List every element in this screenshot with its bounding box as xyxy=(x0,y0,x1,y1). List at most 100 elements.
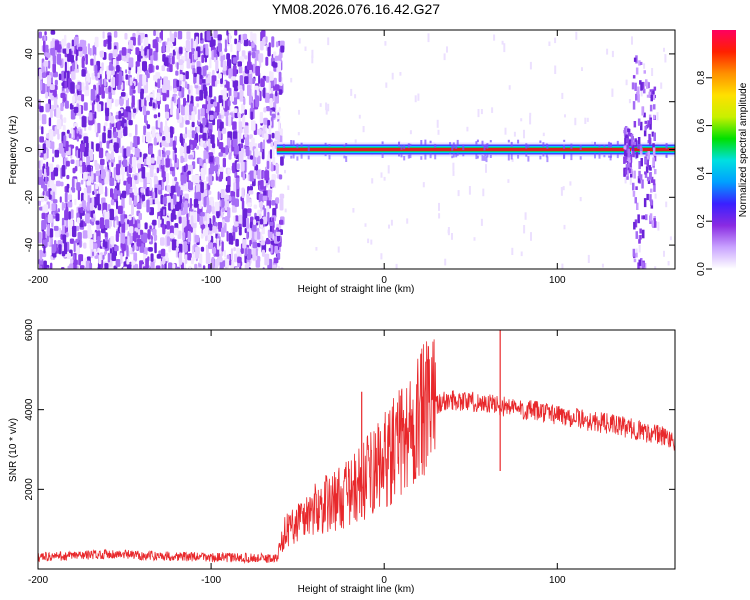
noise-speck xyxy=(64,210,69,221)
noise-speck xyxy=(268,247,271,252)
noise-speck xyxy=(150,261,155,269)
faint-speck xyxy=(654,266,657,269)
noise-speck xyxy=(113,31,118,38)
faint-speck xyxy=(480,218,483,226)
tone-speck xyxy=(527,145,530,148)
noise-speck xyxy=(263,133,269,140)
noise-speck xyxy=(116,65,120,73)
noise-speck xyxy=(173,88,178,93)
noise-speck xyxy=(145,258,149,269)
noise-speck xyxy=(70,209,74,219)
noise-speck xyxy=(272,145,275,157)
faint-speck xyxy=(446,46,448,53)
tone-speck xyxy=(527,156,530,162)
noise-speck xyxy=(61,217,65,227)
noise-speck xyxy=(119,98,124,107)
feature-speck xyxy=(649,167,652,171)
noise-speck xyxy=(52,89,57,98)
feature-speck xyxy=(647,151,650,160)
noise-speck xyxy=(165,158,170,168)
noise-speck xyxy=(149,185,152,191)
noise-speck xyxy=(178,252,183,264)
x-tick-label: -200 xyxy=(28,575,48,586)
noise-speck xyxy=(272,62,278,68)
feature-speck xyxy=(652,90,655,95)
noise-speck xyxy=(247,61,252,70)
tone-speck xyxy=(292,154,295,159)
noise-speck xyxy=(199,158,203,166)
noise-speck xyxy=(66,252,71,260)
noise-speck xyxy=(47,214,53,224)
faint-speck xyxy=(350,88,353,96)
noise-speck xyxy=(115,230,119,242)
colorbar-tick-label: 0.0 xyxy=(696,262,707,276)
noise-speck xyxy=(158,38,162,43)
y-tick-label: 6000 xyxy=(24,318,35,341)
faint-speck xyxy=(606,48,609,55)
noise-speck xyxy=(241,103,245,114)
noise-speck xyxy=(194,50,198,60)
feature-speck xyxy=(641,106,644,116)
chart-title: YM08.2026.076.16.42.G27 xyxy=(272,1,440,17)
noise-speck xyxy=(171,208,176,216)
noise-speck xyxy=(165,80,171,91)
noise-speck xyxy=(190,144,193,150)
noise-speck xyxy=(150,157,155,164)
noise-speck xyxy=(122,268,127,269)
noise-speck xyxy=(125,74,129,80)
faint-speck xyxy=(651,68,654,76)
noise-speck xyxy=(39,265,42,269)
noise-speck xyxy=(202,132,207,141)
noise-speck xyxy=(221,198,225,208)
noise-speck xyxy=(191,111,195,122)
noise-speck xyxy=(228,114,232,127)
faint-speck xyxy=(554,37,557,44)
noise-speck xyxy=(211,256,215,269)
noise-speck xyxy=(259,62,262,68)
faint-speck xyxy=(447,227,450,236)
noise-speck xyxy=(209,223,213,231)
noise-speck xyxy=(85,81,89,91)
noise-speck xyxy=(279,193,285,199)
noise-speck xyxy=(165,120,168,127)
noise-speck xyxy=(86,73,91,83)
tone-speck xyxy=(542,142,545,148)
noise-speck xyxy=(104,122,108,127)
noise-speck xyxy=(250,111,253,120)
noise-speck xyxy=(74,166,78,172)
noise-speck xyxy=(109,220,112,227)
noise-speck xyxy=(62,224,65,236)
noise-speck xyxy=(270,161,274,172)
noise-speck xyxy=(158,215,161,228)
faint-speck xyxy=(385,82,388,88)
faint-speck xyxy=(466,126,469,132)
noise-speck xyxy=(193,198,199,208)
noise-speck xyxy=(128,40,133,49)
snr-marks xyxy=(38,330,675,564)
feature-speck xyxy=(623,156,626,164)
faint-speck xyxy=(554,65,557,74)
noise-speck xyxy=(61,38,65,49)
noise-speck xyxy=(212,69,215,76)
noise-speck xyxy=(242,83,245,92)
noise-speck xyxy=(254,268,257,269)
noise-speck xyxy=(169,64,173,73)
tone-speck xyxy=(579,156,582,160)
noise-speck xyxy=(200,108,205,117)
noise-speck xyxy=(142,134,145,143)
noise-speck xyxy=(217,34,222,41)
noise-speck xyxy=(272,156,276,165)
tone-speck xyxy=(507,154,510,161)
tone-speck xyxy=(486,143,489,149)
noise-speck xyxy=(60,92,66,99)
noise-speck xyxy=(146,156,152,166)
faint-speck xyxy=(520,118,523,122)
snr-ylabel: SNR (10 * v/v) xyxy=(8,418,19,482)
tone-speck xyxy=(510,141,513,147)
noise-speck xyxy=(269,71,274,81)
noise-speck xyxy=(38,31,42,39)
noise-speck xyxy=(105,39,108,44)
snr-xlabel: Height of straight line (km) xyxy=(298,584,415,595)
tone-speck xyxy=(343,144,346,147)
